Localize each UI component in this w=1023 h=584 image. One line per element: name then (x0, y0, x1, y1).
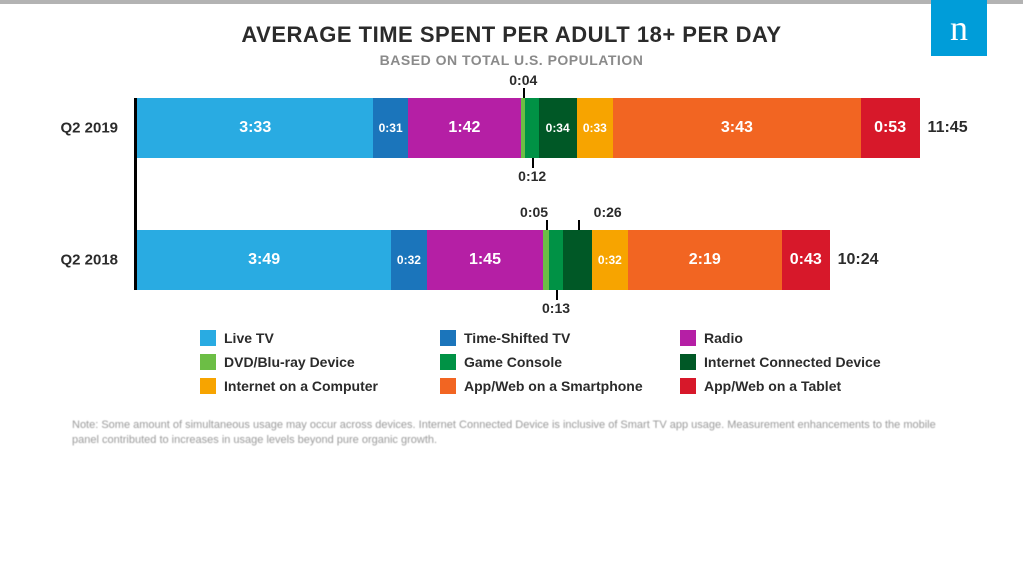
legend-item-app_smartphone: App/Web on a Smartphone (440, 378, 660, 394)
legend-swatch (440, 378, 456, 394)
legend-swatch (200, 354, 216, 370)
legend-label: Internet Connected Device (704, 354, 881, 370)
title-block: AVERAGE TIME SPENT PER ADULT 18+ PER DAY… (0, 22, 1023, 68)
legend-label: Radio (704, 330, 743, 346)
bar-segment-app_tablet: 0:43 (782, 230, 830, 290)
segment-value: 0:32 (598, 253, 622, 267)
legend-swatch (200, 330, 216, 346)
top-divider (0, 0, 1023, 4)
segment-value: 0:43 (790, 251, 822, 269)
segment-value: 0:33 (583, 121, 607, 135)
segment-callout: 0:05 (520, 204, 548, 220)
bar-segment-radio: 1:45 (427, 230, 544, 290)
bar-segment-internet_device: 0:34 (539, 98, 577, 158)
bar-segment-live_tv: 3:33 (137, 98, 373, 158)
segment-callout: 0:13 (542, 300, 570, 316)
segment-value: 1:45 (469, 251, 501, 269)
bar-track: 3:49 0:32 1:45 0:32 2:19 0:43 (137, 230, 830, 290)
bar-segment-app_smartphone: 3:43 (613, 98, 861, 158)
bar-segment-timeshifted_tv: 0:32 (391, 230, 427, 290)
bar-row: Q2 20180:050:130:263:490:321:450:322:190… (60, 230, 963, 290)
legend-label: DVD/Blu-ray Device (224, 354, 355, 370)
legend-item-dvd_bluray: DVD/Blu-ray Device (200, 354, 420, 370)
bar-segment-game_console (525, 98, 538, 158)
legend-swatch (680, 378, 696, 394)
bar-segment-internet_device (563, 230, 592, 290)
row-total: 10:24 (838, 251, 879, 269)
chart-title: AVERAGE TIME SPENT PER ADULT 18+ PER DAY (0, 22, 1023, 48)
bar-segment-internet_computer: 0:32 (592, 230, 628, 290)
legend-swatch (440, 354, 456, 370)
segment-value: 2:19 (689, 251, 721, 269)
legend-item-radio: Radio (680, 330, 900, 346)
legend-item-live_tv: Live TV (200, 330, 420, 346)
legend: Live TV Time-Shifted TV Radio DVD/Blu-ray D… (200, 330, 1023, 394)
footnote: Note: Some amount of simultaneous usage … (72, 418, 951, 449)
segment-callout: 0:12 (518, 168, 546, 184)
chart-subtitle: BASED ON TOTAL U.S. POPULATION (0, 52, 1023, 68)
row-label: Q2 2018 (52, 252, 126, 269)
bar-segment-live_tv: 3:49 (137, 230, 391, 290)
chart-area: Q2 20190:040:123:330:311:420:340:333:430… (60, 98, 963, 290)
segment-value: 0:34 (546, 121, 570, 135)
legend-label: App/Web on a Smartphone (464, 378, 643, 394)
brand-logo: n (931, 0, 987, 56)
legend-label: Time-Shifted TV (464, 330, 570, 346)
segment-value: 1:42 (448, 119, 480, 137)
row-total: 11:45 (928, 119, 968, 137)
legend-label: Game Console (464, 354, 562, 370)
segment-value: 0:53 (874, 119, 906, 137)
legend-label: Internet on a Computer (224, 378, 378, 394)
legend-label: App/Web on a Tablet (704, 378, 841, 394)
row-label: Q2 2019 (52, 120, 126, 137)
legend-item-app_tablet: App/Web on a Tablet (680, 378, 900, 394)
legend-item-internet_computer: Internet on a Computer (200, 378, 420, 394)
legend-swatch (680, 330, 696, 346)
legend-label: Live TV (224, 330, 274, 346)
bar-track: 3:33 0:31 1:42 0:34 0:33 3:43 0:53 (137, 98, 920, 158)
segment-value: 3:49 (248, 251, 280, 269)
bar-segment-timeshifted_tv: 0:31 (373, 98, 407, 158)
segment-value: 3:43 (721, 119, 753, 137)
segment-value: 0:32 (397, 253, 421, 267)
legend-item-game_console: Game Console (440, 354, 660, 370)
bar-segment-internet_computer: 0:33 (577, 98, 614, 158)
legend-item-timeshifted_tv: Time-Shifted TV (440, 330, 660, 346)
legend-swatch (200, 378, 216, 394)
segment-value: 0:31 (379, 121, 403, 135)
brand-logo-glyph: n (950, 10, 968, 46)
segment-value: 3:33 (239, 119, 271, 137)
segment-callout: 0:26 (594, 204, 622, 220)
bar-row: Q2 20190:040:123:330:311:420:340:333:430… (60, 98, 963, 158)
legend-swatch (440, 330, 456, 346)
bar-segment-app_tablet: 0:53 (861, 98, 920, 158)
segment-callout: 0:04 (509, 72, 537, 88)
legend-item-internet_device: Internet Connected Device (680, 354, 900, 370)
bar-segment-game_console (549, 230, 563, 290)
bar-segment-app_smartphone: 2:19 (628, 230, 782, 290)
legend-swatch (680, 354, 696, 370)
bar-segment-radio: 1:42 (408, 98, 521, 158)
